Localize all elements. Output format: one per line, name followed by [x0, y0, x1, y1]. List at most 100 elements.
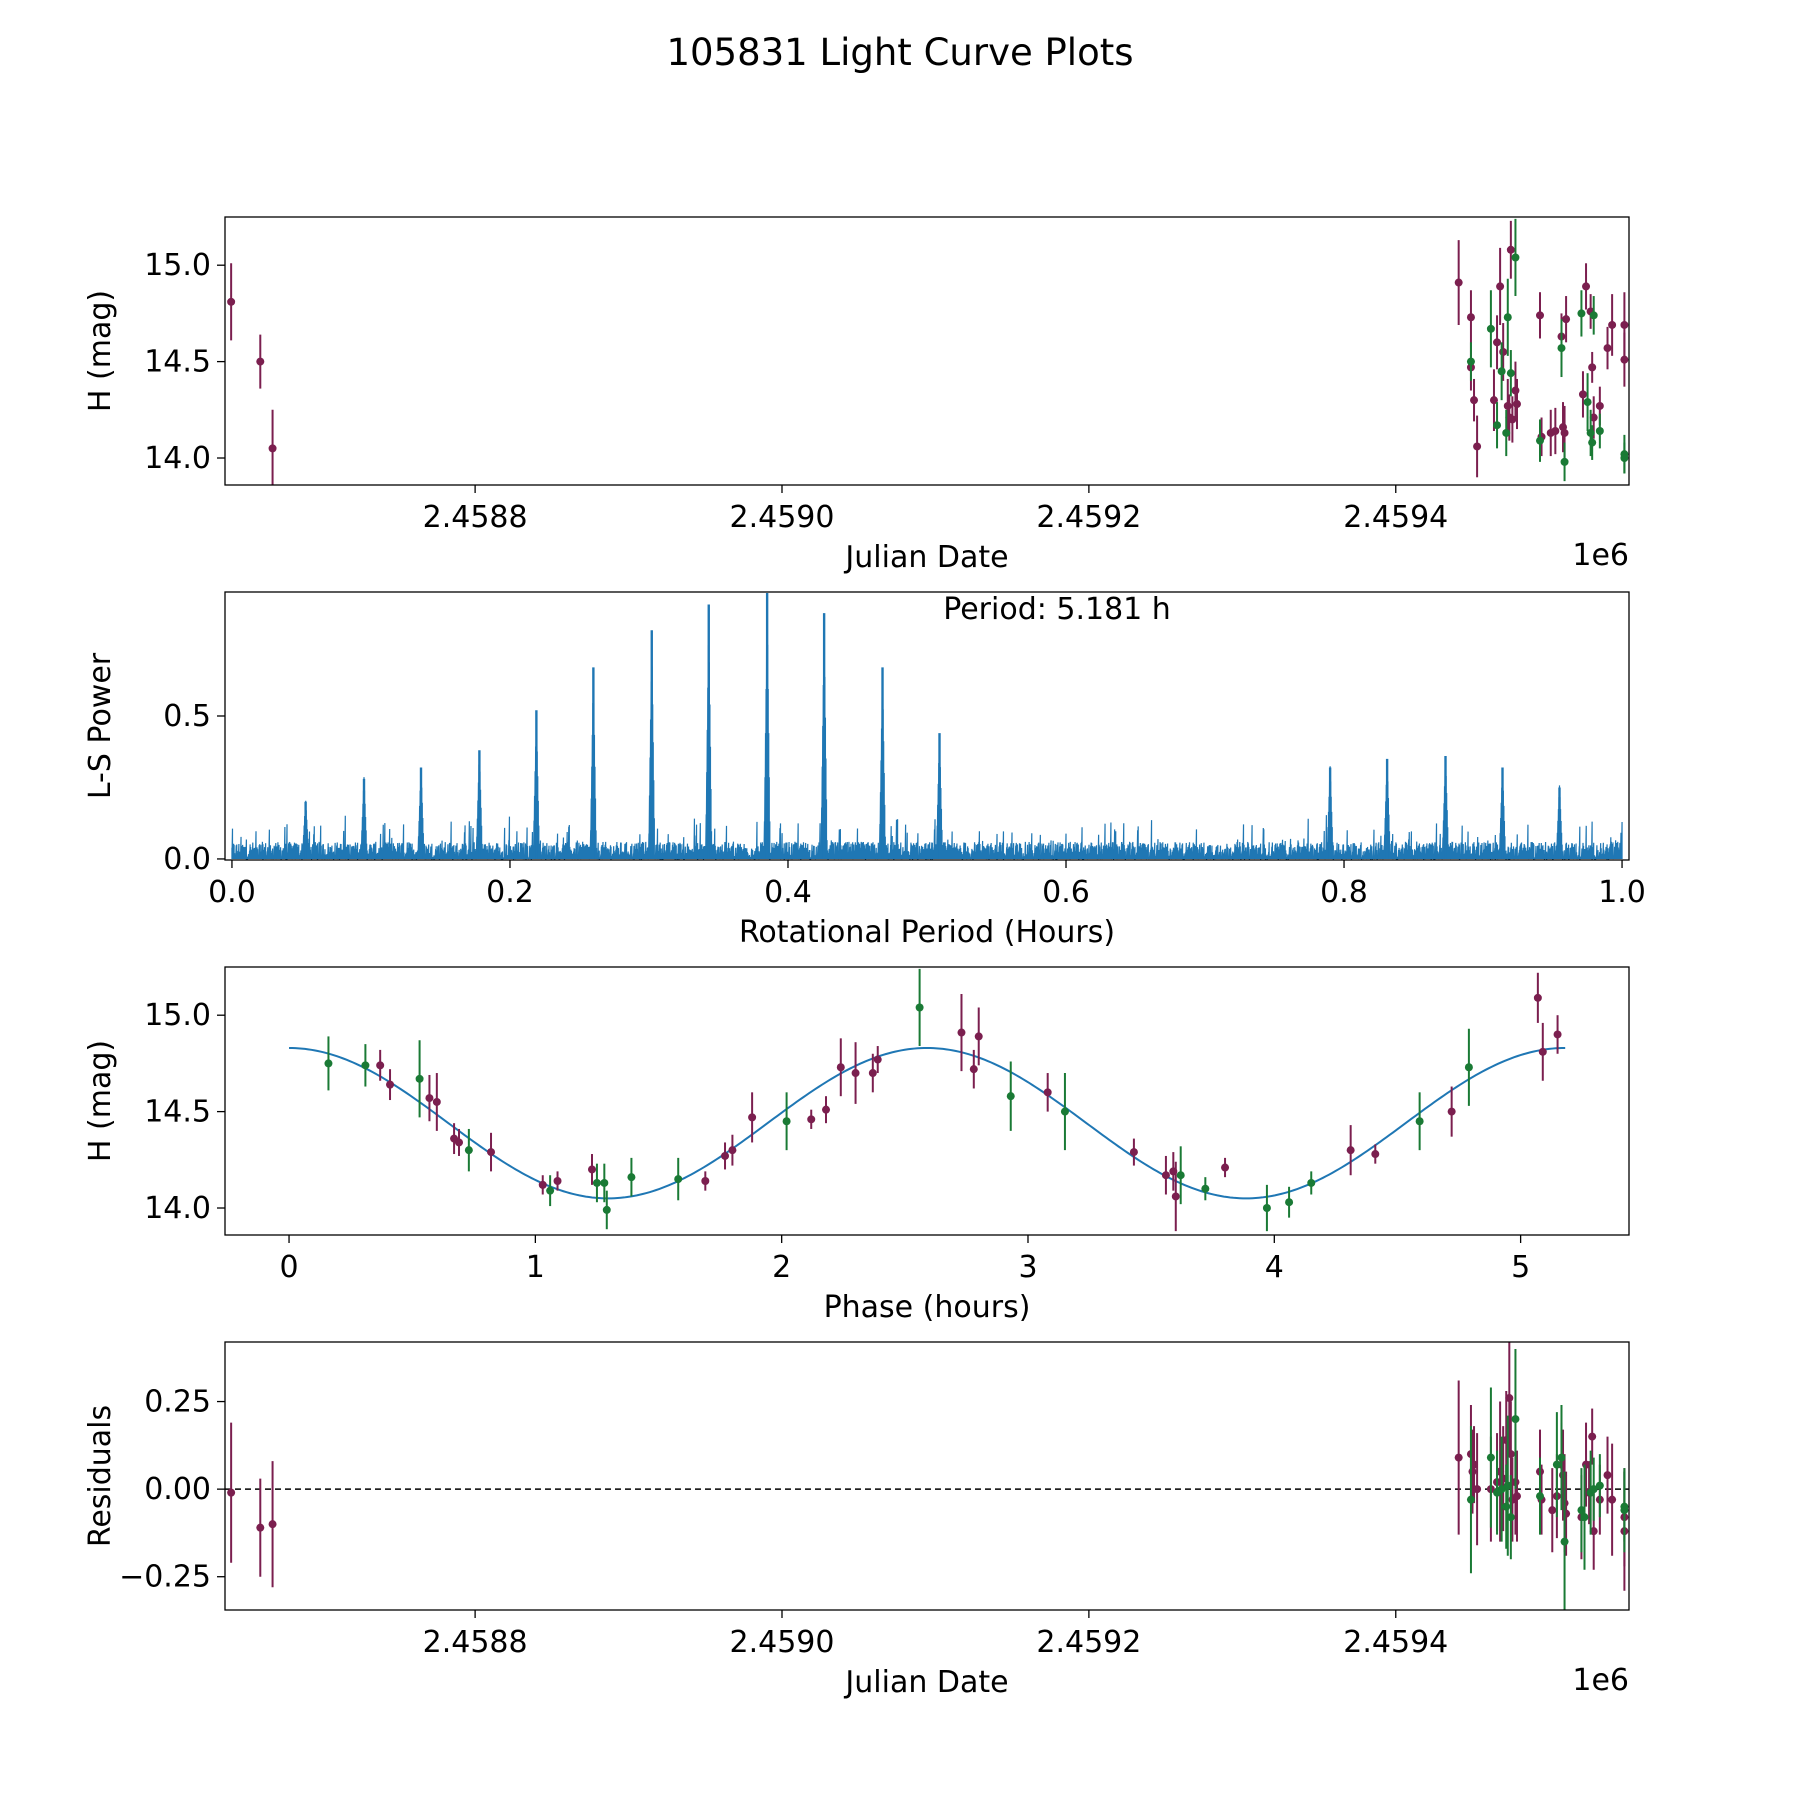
phased-ytick-label: 14.5: [144, 1095, 211, 1130]
lightcurve-data-point: [1454, 278, 1463, 287]
phased-data-point: [1201, 1184, 1210, 1193]
lightcurve-data-point: [1499, 347, 1508, 356]
lightcurve-offset-text: 1e6: [1572, 538, 1629, 573]
lightcurve-data-point: [1586, 428, 1595, 437]
lightcurve-data-point: [1582, 282, 1591, 291]
lightcurve-ytick-label: 14.5: [144, 345, 211, 380]
figure-title: 105831 Light Curve Plots: [666, 31, 1133, 74]
lightcurve-data-point: [1589, 311, 1598, 320]
residuals-data-point: [1512, 1492, 1521, 1501]
residuals-data-point: [1588, 1432, 1597, 1441]
residuals-data-point: [1620, 1506, 1629, 1515]
phased-data-point: [1553, 1030, 1562, 1039]
residuals-data-point: [1497, 1485, 1506, 1494]
residuals-data-point: [256, 1523, 265, 1532]
phased-xtick-label: 3: [1018, 1250, 1037, 1285]
lightcurve-data-point: [1620, 454, 1629, 463]
phased-data-point: [1464, 1063, 1473, 1072]
lightcurve-data-point: [1470, 396, 1479, 405]
phased-data-point: [1006, 1092, 1015, 1101]
phased-data-point: [1346, 1146, 1355, 1155]
periodogram-xtick-label: 0.8: [1320, 875, 1368, 910]
lightcurve-data-point: [1486, 324, 1495, 333]
lightcurve-data-point: [1551, 427, 1560, 436]
phased-plot-area: [289, 968, 1566, 1232]
lightcurve-data-point: [1493, 338, 1502, 347]
phased-data-point: [807, 1115, 816, 1124]
residuals-data-point: [227, 1488, 236, 1497]
phased-data-point: [455, 1138, 463, 1147]
phased-data-point: [1447, 1107, 1456, 1116]
residuals-data-point: [1580, 1513, 1589, 1522]
periodogram-xtick-label: 0.4: [764, 875, 812, 910]
phased-data-point: [915, 1003, 924, 1012]
phased-data-point: [425, 1094, 434, 1103]
lightcurve-data-point: [1560, 457, 1569, 466]
phased-data-point: [602, 1205, 611, 1214]
lightcurve-data-point: [1508, 415, 1517, 424]
lightcurve-data-point: [1502, 428, 1511, 437]
residuals-panel: 2.4588 2.4590 2.4592 2.4594 −0.25 0.00 0.25 Jul…: [83, 1341, 1630, 1700]
residuals-axes-frame: [224, 1341, 1630, 1611]
lightcurve-data-point: [256, 357, 265, 366]
phased-data-point: [600, 1178, 609, 1187]
residuals-plot-area: [225, 1342, 1629, 1610]
lightcurve-data-point: [1620, 355, 1629, 364]
lightcurve-data-point: [1557, 344, 1566, 353]
lightcurve-xtick-label: 2.4590: [730, 500, 835, 535]
residuals-data-point: [1608, 1495, 1617, 1504]
lightcurve-data-point: [1588, 363, 1597, 372]
residuals-data-point: [1595, 1481, 1604, 1490]
phased-data-point: [538, 1180, 547, 1189]
lightcurve-plot-area: [227, 218, 1629, 485]
periodogram-ytick-label: 0.0: [163, 842, 211, 877]
phased-data-point: [873, 1055, 882, 1064]
residuals-data-point: [1454, 1453, 1463, 1462]
phased-data-point: [1176, 1171, 1185, 1180]
periodogram-xtick-label: 0.2: [486, 875, 534, 910]
lightcurve-data-point: [1496, 282, 1505, 291]
residuals-data-point: [1470, 1460, 1479, 1469]
residuals-data-point: [1577, 1506, 1586, 1515]
phased-data-point: [386, 1080, 395, 1089]
phased-data-point: [376, 1061, 385, 1070]
lightcurve-data-point: [1603, 344, 1612, 353]
periodogram-xtick-label: 1.0: [1598, 875, 1646, 910]
lightcurve-data-point: [1562, 315, 1571, 324]
lightcurve-data-point: [1595, 427, 1604, 436]
phased-xtick-label: 1: [526, 1250, 545, 1285]
lightcurve-data-point: [1583, 398, 1592, 407]
residuals-data-point: [1589, 1527, 1598, 1536]
lightcurve-data-point: [1506, 369, 1515, 378]
lightcurve-data-point: [1497, 367, 1506, 376]
phased-xtick-label: 5: [1511, 1250, 1530, 1285]
residuals-xtick-label: 2.4592: [1036, 1625, 1141, 1660]
phased-data-point: [464, 1146, 473, 1155]
lightcurve-data-point: [1506, 245, 1515, 254]
residuals-data-point: [1505, 1394, 1514, 1403]
residuals-data-point: [1603, 1471, 1612, 1480]
phased-xtick-label: 2: [772, 1250, 791, 1285]
phased-data-point: [1262, 1204, 1271, 1213]
periodogram-ylabel: L-S Power: [83, 652, 118, 799]
lightcurve-data-point: [1588, 438, 1597, 447]
lightcurve-data-point: [1466, 313, 1475, 322]
phased-data-point: [1221, 1163, 1230, 1172]
lightcurve-xtick-label: 2.4592: [1036, 500, 1141, 535]
lightcurve-data-point: [1473, 442, 1482, 451]
lightcurve-data-point: [1511, 253, 1520, 262]
lightcurve-data-point: [1512, 400, 1521, 409]
period-annotation: Period: 5.181 h: [943, 592, 1171, 627]
phased-data-point: [701, 1177, 710, 1186]
phased-data-point: [1171, 1192, 1180, 1201]
phased-data-point: [553, 1177, 562, 1186]
phased-xtick-label: 4: [1265, 1250, 1284, 1285]
phased-xtick-label: 0: [279, 1250, 298, 1285]
phased-data-point: [822, 1105, 831, 1114]
phased-data-point: [674, 1175, 683, 1184]
phased-axes-frame: [224, 966, 1630, 1236]
lightcurve-panel: 2.4588 2.4590 2.4592 2.4594 14.0 14.5 15.0 Juli…: [83, 216, 1630, 575]
periodogram-line: [231, 600, 1623, 860]
phased-data-point: [728, 1146, 737, 1155]
phased-data-point: [487, 1148, 496, 1157]
